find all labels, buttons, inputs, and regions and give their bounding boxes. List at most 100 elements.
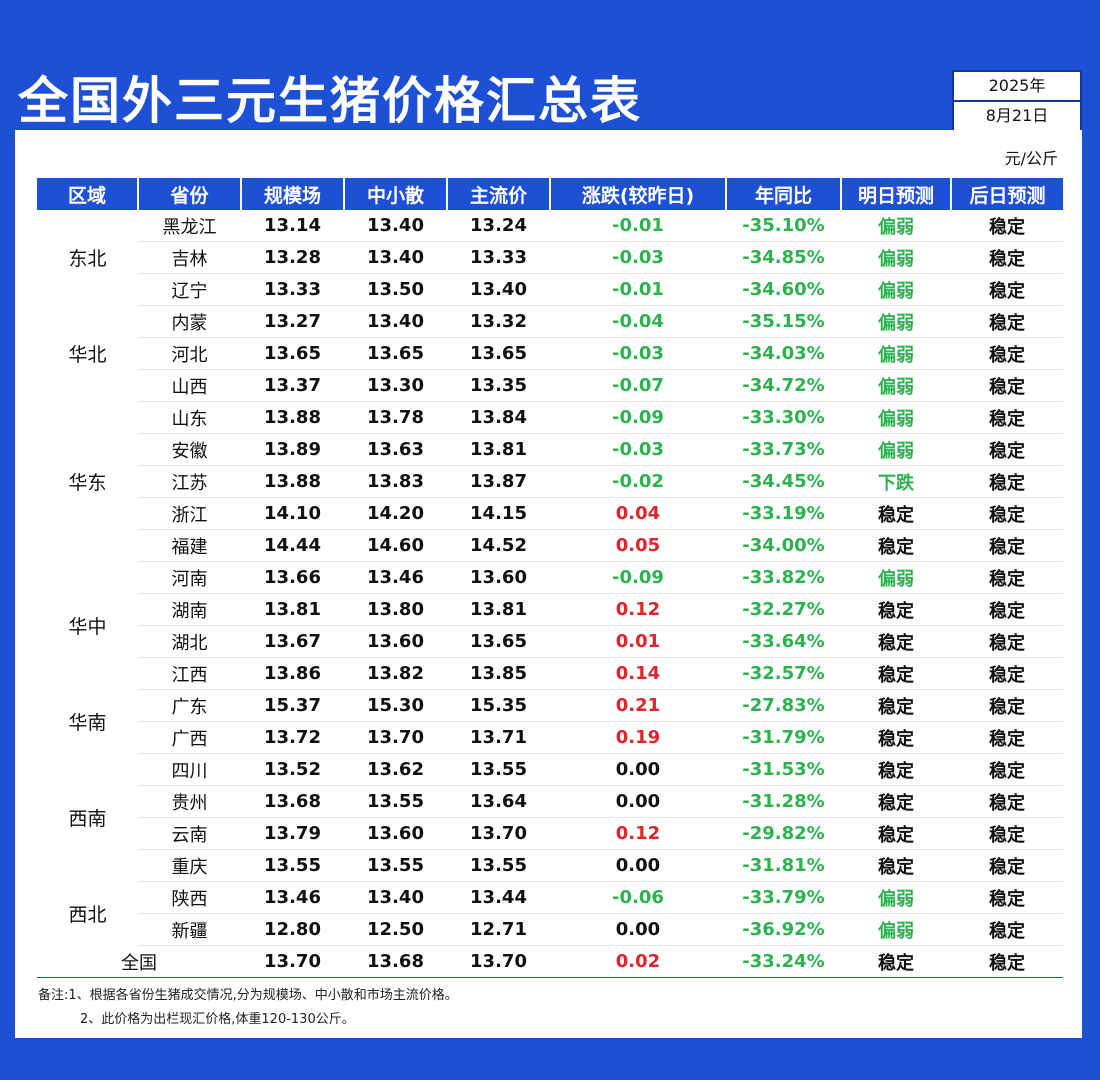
forecast-day-after: 稳定 [951, 273, 1063, 306]
forecast-day-after: 稳定 [951, 241, 1063, 274]
header-small-farm: 中小散 [344, 178, 448, 210]
forecast-tomorrow: 下跌 [841, 465, 951, 498]
small-farm-price: 13.46 [344, 561, 447, 594]
province-cell: 内蒙 [138, 305, 241, 338]
forecast-tomorrow: 稳定 [841, 529, 951, 562]
main-price: 13.32 [447, 305, 550, 338]
province-cell: 广西 [138, 721, 241, 754]
main-price: 13.70 [447, 945, 550, 978]
small-farm-price: 13.55 [344, 849, 447, 882]
large-farm-price: 13.46 [241, 881, 344, 914]
main-price: 13.55 [447, 849, 550, 882]
large-farm-price: 14.10 [241, 497, 344, 530]
price-change: -0.07 [550, 369, 726, 402]
main-price: 13.81 [447, 433, 550, 466]
forecast-day-after: 稳定 [951, 721, 1063, 754]
province-cell: 山东 [138, 401, 241, 434]
small-farm-price: 13.30 [344, 369, 447, 402]
small-farm-price: 12.50 [344, 913, 447, 946]
table-row: 重庆 13.55 13.55 13.55 0.00 -31.81% 稳定 稳定 [37, 849, 1063, 882]
table-row: 云南 13.79 13.60 13.70 0.12 -29.82% 稳定 稳定 [37, 817, 1063, 850]
province-cell: 新疆 [138, 913, 241, 946]
forecast-tomorrow: 稳定 [841, 945, 951, 978]
yoy-change: -34.72% [726, 369, 841, 402]
price-change: -0.09 [550, 561, 726, 594]
region-cell: 西北 [68, 904, 107, 926]
main-price: 13.35 [447, 369, 550, 402]
price-change: 0.02 [550, 945, 726, 978]
main-price: 13.84 [447, 401, 550, 434]
large-farm-price: 13.72 [241, 721, 344, 754]
forecast-tomorrow: 稳定 [841, 625, 951, 658]
price-change: 0.00 [550, 785, 726, 818]
large-farm-price: 12.80 [241, 913, 344, 946]
yoy-change: -34.03% [726, 337, 841, 370]
price-change: -0.01 [550, 210, 726, 242]
forecast-day-after: 稳定 [951, 881, 1063, 914]
price-change: 0.01 [550, 625, 726, 658]
yoy-change: -33.73% [726, 433, 841, 466]
small-farm-price: 13.40 [344, 210, 447, 242]
yoy-change: -33.19% [726, 497, 841, 530]
large-farm-price: 13.67 [241, 625, 344, 658]
forecast-tomorrow: 稳定 [841, 753, 951, 786]
province-cell: 广东 [138, 689, 241, 722]
small-farm-price: 13.60 [344, 625, 447, 658]
price-change: -0.09 [550, 401, 726, 434]
forecast-tomorrow: 偏弱 [841, 433, 951, 466]
price-table: 区域 省份 规模场 中小散 主流价 涨跌(较昨日) 年同比 明日预测 后日预测 … [37, 178, 1063, 978]
small-farm-price: 13.40 [344, 881, 447, 914]
main-price: 13.64 [447, 785, 550, 818]
table-row: 新疆 12.80 12.50 12.71 0.00 -36.92% 偏弱 稳定 [37, 913, 1063, 946]
forecast-tomorrow: 偏弱 [841, 337, 951, 370]
header-region: 区域 [37, 178, 139, 210]
small-farm-price: 13.40 [344, 305, 447, 338]
forecast-day-after: 稳定 [951, 625, 1063, 658]
main-price: 14.52 [447, 529, 550, 562]
table-row: 浙江 14.10 14.20 14.15 0.04 -33.19% 稳定 稳定 [37, 497, 1063, 530]
table-row: 华东 山东 13.88 13.78 13.84 -0.09 -33.30% 偏弱 稳定 [37, 401, 1063, 494]
price-change: -0.02 [550, 465, 726, 498]
price-change: -0.01 [550, 273, 726, 306]
main-price: 13.87 [447, 465, 550, 498]
small-farm-price: 13.40 [344, 241, 447, 274]
table-row: 华南 广东 15.37 15.30 15.35 0.21 -27.83% 稳定 稳定 [37, 689, 1063, 734]
price-change: -0.03 [550, 241, 726, 274]
table-row: 贵州 13.68 13.55 13.64 0.00 -31.28% 稳定 稳定 [37, 785, 1063, 818]
forecast-day-after: 稳定 [951, 465, 1063, 498]
header-large-farm: 规模场 [241, 178, 345, 210]
yoy-change: -33.24% [726, 945, 841, 978]
province-cell: 辽宁 [138, 273, 241, 306]
forecast-tomorrow: 稳定 [841, 721, 951, 754]
forecast-day-after: 稳定 [951, 561, 1063, 594]
forecast-tomorrow: 稳定 [841, 497, 951, 530]
header-yoy: 年同比 [726, 178, 842, 210]
small-farm-price: 13.55 [344, 785, 447, 818]
small-farm-price: 13.62 [344, 753, 447, 786]
table-row: 华中 河南 13.66 13.46 13.60 -0.09 -33.82% 偏弱 稳定 [37, 561, 1063, 638]
header-change: 涨跌(较昨日) [550, 178, 727, 210]
large-farm-price: 13.37 [241, 369, 344, 402]
forecast-day-after: 稳定 [951, 369, 1063, 402]
forecast-day-after: 稳定 [951, 753, 1063, 786]
table-row: 西北 陕西 13.46 13.40 13.44 -0.06 -33.79% 偏弱 稳定 [37, 881, 1063, 926]
large-farm-price: 13.28 [241, 241, 344, 274]
forecast-day-after: 稳定 [951, 849, 1063, 882]
notes: 备注:1、根据各省份生猪成交情况,分为规模场、中小散和市场主流价格。 2、此价格… [38, 984, 458, 1032]
table-row: 安徽 13.89 13.63 13.81 -0.03 -33.73% 偏弱 稳定 [37, 433, 1063, 466]
yoy-change: -31.28% [726, 785, 841, 818]
yoy-change: -27.83% [726, 689, 841, 722]
small-farm-price: 15.30 [344, 689, 447, 722]
small-farm-price: 14.60 [344, 529, 447, 562]
region-cell: 华中 [68, 616, 107, 638]
price-change: 0.05 [550, 529, 726, 562]
forecast-tomorrow: 偏弱 [841, 561, 951, 594]
main-price: 13.40 [447, 273, 550, 306]
region-cell: 东北 [68, 248, 107, 271]
small-farm-price: 13.63 [344, 433, 447, 466]
price-change: -0.03 [550, 433, 726, 466]
yoy-change: -34.60% [726, 273, 841, 306]
small-farm-price: 13.60 [344, 817, 447, 850]
forecast-day-after: 稳定 [951, 785, 1063, 818]
header-province: 省份 [138, 178, 242, 210]
